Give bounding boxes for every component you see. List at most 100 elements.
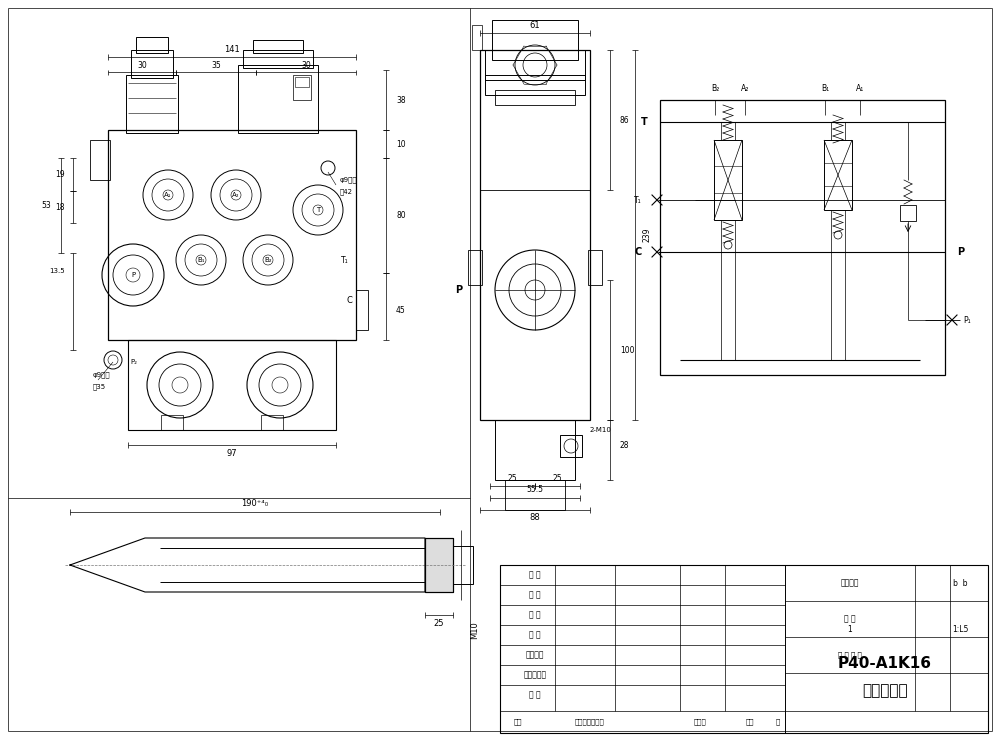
Text: 30: 30 (137, 61, 147, 69)
Bar (485, 75, 585, 95)
Text: 53: 53 (41, 200, 51, 209)
Text: 二联多路阀: 二联多路阀 (862, 684, 908, 698)
Text: 角 度 鱼 差: 角 度 鱼 差 (838, 652, 862, 658)
Text: 239: 239 (643, 228, 652, 242)
Bar (560, 435, 582, 457)
Bar (505, 480, 565, 510)
Text: P₂: P₂ (130, 359, 137, 365)
Text: 图样标记: 图样标记 (841, 579, 859, 588)
Text: 标准化检验: 标准化检验 (523, 670, 547, 679)
Text: 19: 19 (55, 169, 65, 179)
Bar (588, 250, 602, 285)
Text: P40-A1K16: P40-A1K16 (838, 655, 932, 670)
Text: φ9通孔: φ9通孔 (93, 372, 111, 378)
Text: 100: 100 (620, 346, 635, 355)
Bar (126, 75, 178, 133)
Text: 制 图: 制 图 (529, 590, 541, 599)
Text: 28: 28 (620, 440, 630, 449)
Text: 日期: 日期 (746, 719, 754, 725)
Text: φ9通孔: φ9通孔 (340, 177, 358, 183)
Bar (492, 20, 578, 60)
Bar (500, 565, 988, 733)
Text: 2-M10: 2-M10 (590, 427, 612, 433)
Text: 18: 18 (56, 202, 65, 211)
Text: B₁: B₁ (821, 84, 829, 92)
Text: 1: 1 (848, 624, 852, 633)
Bar (293, 75, 311, 100)
Text: C: C (346, 296, 352, 304)
Bar (161, 415, 183, 430)
Bar (480, 50, 590, 420)
Bar (90, 140, 110, 180)
Text: 高42: 高42 (340, 188, 353, 195)
Text: A₁: A₁ (164, 192, 172, 198)
Text: T₁: T₁ (341, 256, 349, 265)
Bar (495, 420, 575, 480)
Text: 30: 30 (301, 61, 311, 69)
Text: P: P (957, 247, 964, 257)
Text: 审记: 审记 (514, 719, 522, 725)
Text: A₁: A₁ (856, 84, 864, 92)
Text: C: C (635, 247, 642, 257)
Text: b  b: b b (953, 579, 967, 588)
Text: 描 图: 描 图 (529, 610, 541, 619)
Text: 高35: 高35 (93, 384, 106, 390)
Bar (295, 77, 309, 87)
Text: B₂: B₂ (711, 84, 719, 92)
Text: 97: 97 (227, 449, 237, 457)
Bar (128, 340, 336, 430)
Bar (824, 140, 852, 210)
Text: 专 利: 专 利 (529, 690, 541, 700)
Bar (253, 40, 303, 53)
Bar (714, 140, 742, 220)
Text: 设 计: 设 计 (529, 571, 541, 579)
Bar (136, 37, 168, 53)
Text: 更改人: 更改人 (694, 719, 706, 725)
Text: 正虑内容或板图: 正虑内容或板图 (575, 719, 605, 725)
Bar (425, 538, 453, 592)
Text: 35: 35 (211, 61, 221, 69)
Text: 1:L5: 1:L5 (952, 624, 968, 633)
Text: A₂: A₂ (741, 84, 749, 92)
Bar (261, 415, 283, 430)
Text: P: P (455, 285, 462, 295)
Text: T: T (641, 117, 648, 127)
Text: T₁: T₁ (634, 196, 642, 205)
Text: 25: 25 (434, 619, 444, 627)
Text: 80: 80 (396, 211, 406, 219)
Text: 13.5: 13.5 (49, 268, 65, 274)
Bar (468, 250, 482, 285)
Bar (243, 50, 313, 68)
Text: 版: 版 (776, 719, 780, 725)
Text: 25: 25 (507, 474, 517, 483)
Text: 190⁺⁴₀: 190⁺⁴₀ (241, 500, 269, 508)
Bar (485, 50, 585, 80)
Text: P₁: P₁ (963, 316, 971, 324)
Bar (472, 25, 482, 50)
Bar (108, 130, 356, 340)
Text: 10: 10 (396, 140, 406, 149)
Text: 141: 141 (224, 44, 240, 53)
Bar (238, 65, 318, 133)
Bar (495, 90, 575, 105)
Text: 38: 38 (396, 95, 406, 104)
Text: B₁: B₁ (197, 257, 205, 263)
Bar (356, 290, 368, 330)
Text: 45: 45 (396, 305, 406, 315)
Text: 25: 25 (552, 474, 562, 483)
Bar (453, 546, 473, 584)
Text: P: P (131, 272, 135, 278)
Text: T: T (316, 207, 320, 213)
Text: M10: M10 (471, 621, 480, 639)
Text: 工艺检验: 工艺检验 (526, 650, 544, 659)
Text: 审 对: 审 对 (529, 630, 541, 639)
Text: B₂: B₂ (264, 257, 272, 263)
Text: 88: 88 (530, 514, 540, 522)
Text: 55.5: 55.5 (526, 486, 544, 494)
Bar (131, 50, 173, 78)
Bar (425, 538, 453, 592)
Text: A₂: A₂ (232, 192, 240, 198)
Text: 86: 86 (620, 115, 630, 124)
Text: 61: 61 (530, 21, 540, 30)
Bar (900, 205, 916, 221)
